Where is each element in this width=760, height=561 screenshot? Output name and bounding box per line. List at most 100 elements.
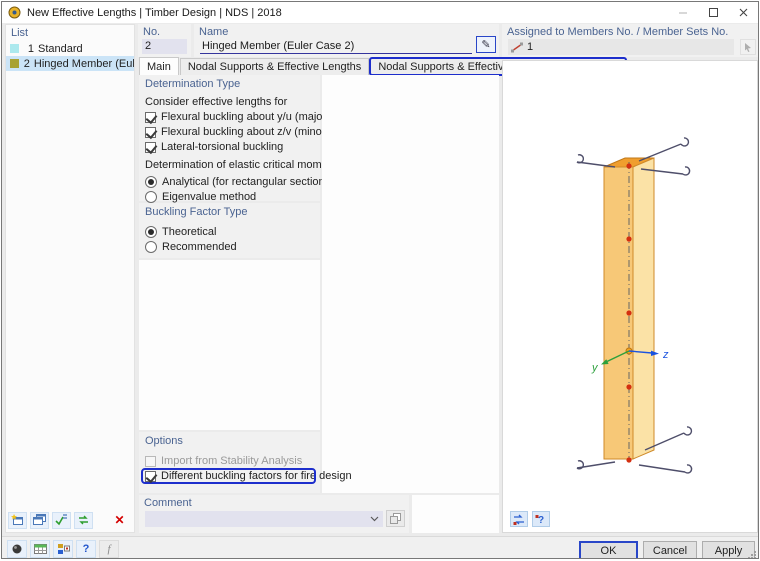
no-label: No. [143,26,161,38]
radio-label: Recommended [162,241,237,253]
radio-row-analytical[interactable]: Analytical (for rectangular section) [145,176,328,189]
left-empty-panel [139,260,320,430]
color-swatch [10,44,19,53]
tab-nodal-supports[interactable]: Nodal Supports & Effective Lengths [179,58,370,75]
comment-combobox[interactable] [145,511,383,527]
maximize-icon [708,8,718,17]
chevron-down-icon [370,516,379,522]
help-button[interactable]: ? [76,540,96,558]
list-item-standard[interactable]: 1 Standard [6,41,134,56]
member-graphic-panel[interactable]: z y ? [502,60,758,533]
svg-text:?: ? [538,515,544,525]
comment-label: Comment [144,497,192,509]
checkbox-row-flexural-minor[interactable]: Flexural buckling about z/v (minor axis) [145,126,352,138]
assigned-members-value: 1 [527,41,534,53]
name-input[interactable] [200,38,472,54]
tab-main[interactable]: Main [139,57,179,75]
theoretical-radio[interactable] [145,226,157,238]
function-icon: f [107,543,111,555]
checkbox-row-flexural-major[interactable]: Flexural buckling about y/u (major axis) [145,111,352,123]
close-button[interactable] [728,2,758,23]
list-panel: List 1 Standard 2 Hinged Member (Euler C… [5,24,135,533]
close-icon [739,8,747,17]
eigenvalue-radio[interactable] [145,191,157,204]
copy-entry-button[interactable] [30,511,49,529]
radio-label: Theoretical [162,226,217,238]
checkbox-label: Lateral-torsional buckling [161,141,284,153]
radio-row-eigenvalue[interactable]: Eigenvalue method [145,191,314,204]
mcr-label: Determination of elastic critical moment… [145,159,356,173]
display-properties-button[interactable] [53,540,73,558]
apply-button[interactable]: Apply [702,541,755,558]
flexural-minor-checkbox[interactable] [145,126,156,138]
minimize-icon [679,12,687,13]
settings-button[interactable] [7,540,27,558]
dialog-footer: ? f OK Cancel Apply [2,536,758,558]
checkbox-label: Flexural buckling about z/v (minor axis) [161,126,352,138]
display-properties-icon [57,544,70,554]
y-axis-arrow: y [591,350,630,374]
app-icon [8,6,21,19]
renumber-button[interactable] [74,511,93,529]
maximize-button[interactable] [698,2,728,23]
delete-icon: ✕ [114,513,125,527]
delete-entry-button[interactable]: ✕ [110,512,129,529]
color-swatch [10,59,19,68]
options-title: Options [145,435,183,447]
radio-row-recommended[interactable]: Recommended [145,241,314,253]
assigned-label: Assigned to Members No. / Member Sets No… [507,26,729,38]
flexural-major-checkbox[interactable] [145,111,156,123]
checkbox-label: Different buckling factors for fire desi… [161,470,352,482]
list-label: List [11,27,29,39]
assigned-members-field[interactable]: 1 [508,39,734,55]
member-icon [511,42,523,52]
number-group: No. 2 [138,24,191,57]
fire-design-factors-checkbox[interactable] [145,470,156,482]
cancel-button[interactable]: Cancel [643,541,697,558]
edit-icon: ✎ [481,39,491,51]
import-stability-checkbox [145,455,156,467]
determination-type-group: Determination Type Consider effective le… [139,75,356,219]
units-table-button[interactable] [30,540,50,558]
list-item-hinged-member[interactable]: 2 Hinged Member (Euler Case 2) [6,56,134,71]
function-button[interactable]: f [99,540,119,558]
options-group: Options Import from Stability Analysis D… [139,432,352,493]
recommended-radio[interactable] [145,241,157,253]
view-sync-icon [513,514,524,525]
z-axis-arrow: z [628,349,669,361]
ok-button[interactable]: OK [579,541,638,558]
checkbox-row-fire-design-factors[interactable]: Different buckling factors for fire desi… [141,468,352,484]
show-values-button[interactable]: ? [532,511,550,527]
list-item-name: Hinged Member (Euler Case 2) [33,57,134,70]
new-entry-button[interactable] [8,511,27,529]
lateral-torsional-checkbox[interactable] [145,141,156,153]
middle-empty-panel [322,75,499,493]
minimize-button[interactable] [668,2,698,23]
window-title: New Effective Lengths | Timber Design | … [27,6,282,19]
select-members-button[interactable] [740,39,756,55]
settings-icon [12,544,22,554]
analytical-radio[interactable] [145,176,157,189]
rename-button[interactable]: ✎ [476,36,496,53]
resize-grip[interactable] [748,551,756,558]
comment-group: Comment [139,495,409,533]
column-3d-graphic: z y [576,137,693,474]
name-label: Name [199,26,229,38]
copy-icon [390,513,401,524]
list-toolbar: ✕ [8,511,132,529]
list-item-name: Standard [38,42,83,55]
assigned-group: Assigned to Members No. / Member Sets No… [502,24,758,57]
new-entry-icon [11,514,23,525]
checkbox-label: Import from Stability Analysis [161,455,303,467]
top-support-icon [576,137,691,176]
view-sync-button[interactable] [510,511,528,527]
effective-length-list: 1 Standard 2 Hinged Member (Euler Case 2… [6,41,134,71]
select-all-button[interactable] [52,511,71,529]
radio-label: Eigenvalue method [162,191,257,204]
copy-entry-icon [33,514,46,525]
copy-comment-button[interactable] [386,510,405,527]
title-bar[interactable]: New Effective Lengths | Timber Design | … [2,2,758,23]
radio-row-theoretical[interactable]: Theoretical [145,226,314,238]
checkbox-row-lateral-torsional[interactable]: Lateral-torsional buckling [145,141,314,153]
